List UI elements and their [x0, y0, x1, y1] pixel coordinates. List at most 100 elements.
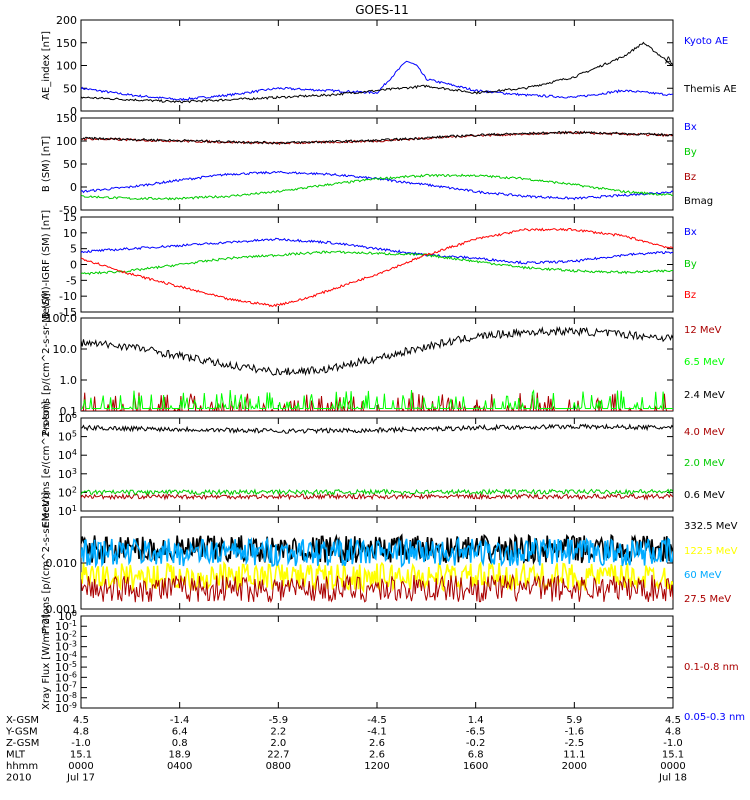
- series-line-bmag: [81, 130, 673, 145]
- x-tick-label: -6.5: [466, 727, 486, 738]
- series-line-bz: [81, 130, 673, 146]
- x-tick-label: -1.0: [71, 738, 91, 749]
- x-tick-label: 1200: [364, 761, 389, 772]
- series-line-2.0-mev: [81, 488, 673, 497]
- plot-title: GOES-11: [355, 3, 409, 17]
- x-tick-label: 2000: [562, 761, 587, 772]
- y-tick-label: -5: [66, 274, 77, 287]
- x-tick-label: -0.2: [466, 738, 486, 749]
- y-tick-label: 101: [58, 504, 77, 519]
- series-line-by: [81, 173, 673, 201]
- panel-frame: [80, 615, 674, 709]
- y-tick-label: -10: [59, 290, 77, 303]
- x-row-label: MLT: [6, 750, 26, 761]
- x-tick-label: 22.7: [267, 750, 289, 761]
- legend-entry: 0.6 MeV: [684, 490, 725, 501]
- legend-entry: 122.5 MeV: [684, 546, 738, 557]
- y-axis-label: Protons [p/(cm^2-s-sr-MeV)]: [41, 293, 52, 435]
- x-tick-label: 4.8: [665, 727, 681, 738]
- series-line-4.0-mev: [81, 492, 673, 501]
- y-tick-label: 100: [56, 60, 77, 73]
- y-tick-label: 50: [63, 82, 77, 95]
- legend-entry: Kyoto AE: [684, 36, 728, 47]
- x-row-label: Z-GSM: [6, 738, 39, 749]
- series-group: [81, 227, 673, 308]
- x-tick-label: 18.9: [169, 750, 191, 761]
- panel-7: 10-910-810-710-610-510-410-310-210-1100X…: [41, 609, 745, 724]
- y-tick-label: 104: [58, 448, 77, 463]
- x-tick-label: -4.1: [367, 727, 387, 738]
- x-tick-label: Jul 18: [658, 773, 687, 784]
- x-row-label: Y-GSM: [5, 727, 38, 738]
- y-tick-label: 10.0: [53, 343, 78, 356]
- series-group: [81, 326, 673, 411]
- y-tick-label: 0: [70, 259, 77, 272]
- x-tick-label: 1.4: [468, 715, 484, 726]
- x-tick-label: 0800: [266, 761, 291, 772]
- panel-3: -15 -10 -5 0 5 10 15 B (SM)-IGRF (SM) [nT] Bx By B…: [41, 210, 697, 319]
- legend-entry: Bz: [684, 172, 696, 183]
- y-tick-label: 100: [56, 135, 77, 148]
- legend-entry: 332.5 MeV: [684, 521, 738, 532]
- x-tick-label: 0000: [68, 761, 93, 772]
- legend-entry: Bz: [684, 290, 696, 301]
- x-tick-label: 2.0: [270, 738, 286, 749]
- x-row-label: hhmm: [6, 761, 38, 772]
- x-tick-label: 2.6: [369, 750, 385, 761]
- y-axis-label: Protons [p/(cm^2-s-sr-MeV)]: [41, 492, 52, 634]
- x-row-label: X-GSM: [6, 715, 39, 726]
- y-tick-label: 200: [56, 14, 77, 27]
- series-group: [81, 423, 673, 501]
- series-line-0.6-mev: [81, 423, 673, 435]
- panel-1: 0 50 100 150 200 AE_index [nT] A Kyoto AE Themis…: [41, 14, 737, 118]
- legend-entry: By: [684, 147, 697, 158]
- y-tick-label: 15: [63, 211, 77, 224]
- series-line-60-mev: [81, 536, 673, 569]
- x-tick-label: 11.1: [563, 750, 585, 761]
- y-tick-label: 106: [58, 411, 77, 426]
- x-tick-label: -1.4: [170, 715, 190, 726]
- x-tick-label: 0400: [167, 761, 192, 772]
- series-line-bz: [81, 227, 673, 308]
- y-tick-label: 0.1: [60, 405, 78, 418]
- x-tick-label: -5.9: [269, 715, 289, 726]
- y-tick-label: 0.001: [46, 603, 78, 616]
- x-tick-label: 1600: [463, 761, 488, 772]
- legend-entry: Bx: [684, 227, 697, 238]
- y-tick-label: -50: [59, 204, 77, 217]
- series-line-themis-ae: [81, 41, 673, 104]
- series-group: [81, 533, 673, 604]
- series-line-6.5-mev: [81, 389, 673, 411]
- x-tick-label: 2.6: [369, 738, 385, 749]
- y-tick-label: 5: [70, 243, 77, 256]
- x-tick-label: -4.5: [367, 715, 387, 726]
- legend-entry: 6.5 MeV: [684, 357, 725, 368]
- legend-entry: 4.0 MeV: [684, 427, 725, 438]
- series-line-by: [81, 250, 673, 276]
- legend-entry: 2.4 MeV: [684, 390, 725, 401]
- legend-entry: 0.1-0.8 nm: [684, 662, 739, 673]
- y-tick-label: 50: [63, 158, 77, 171]
- panel-frame: [80, 417, 674, 512]
- panel-frame: [80, 516, 674, 610]
- series-annotation: A: [665, 56, 672, 67]
- x-tick-label: 15.1: [70, 750, 92, 761]
- x-tick-label: 5.9: [566, 715, 582, 726]
- legend-entry: By: [684, 259, 697, 270]
- series-group: [81, 41, 673, 104]
- x-tick-label: -1.0: [663, 738, 683, 749]
- x-tick-label: 0000: [660, 761, 685, 772]
- series-line-bx: [81, 237, 673, 265]
- series-group: [81, 130, 673, 201]
- legend-entry: Bmag: [684, 196, 713, 207]
- y-tick-label: 10: [63, 227, 77, 240]
- y-tick-label: 150: [56, 37, 77, 50]
- x-tick-label: 15.1: [662, 750, 684, 761]
- y-tick-label: 0: [70, 181, 77, 194]
- panel-2: -50 0 50 100 150 B (SM) [nT] Bx By Bz Bmag: [41, 112, 713, 217]
- x-tick-label: 6.8: [468, 750, 484, 761]
- y-tick-label: 150: [56, 112, 77, 125]
